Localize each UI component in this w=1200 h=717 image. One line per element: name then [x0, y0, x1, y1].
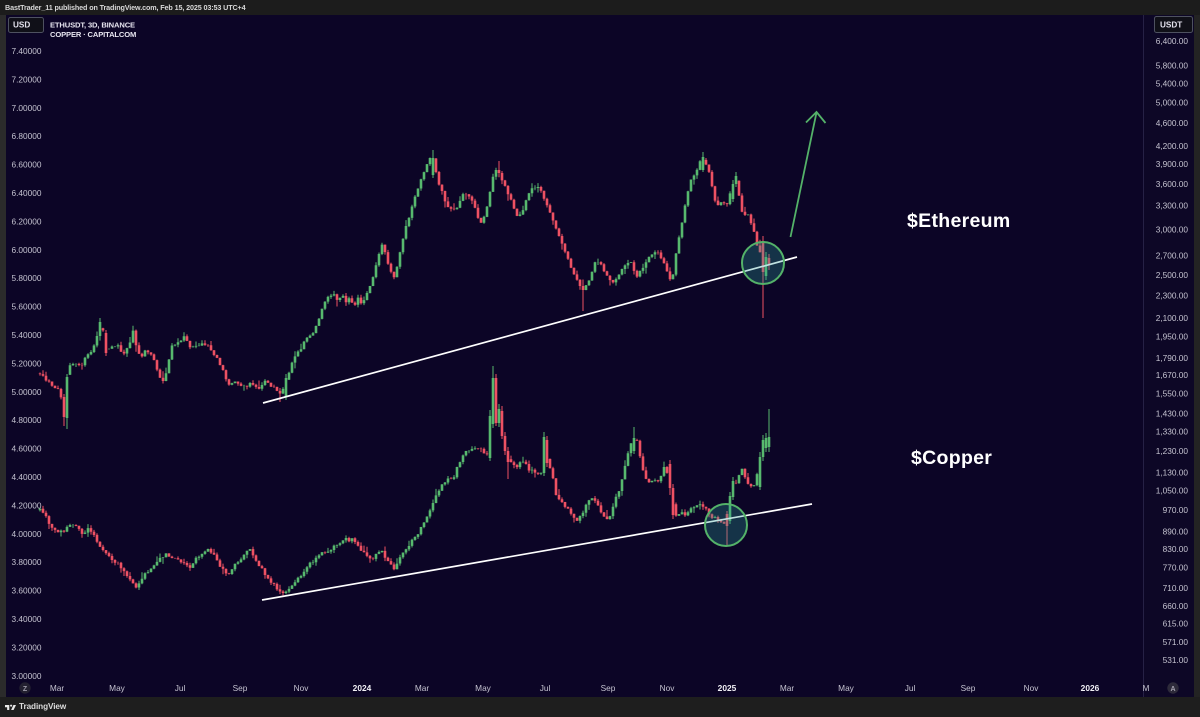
svg-text:Sep: Sep [601, 683, 616, 693]
svg-text:COPPER · CAPITALCOM: COPPER · CAPITALCOM [50, 30, 136, 39]
svg-text:5.60000: 5.60000 [12, 302, 42, 312]
svg-text:Jul: Jul [540, 683, 551, 693]
svg-text:Sep: Sep [961, 683, 976, 693]
svg-text:6.80000: 6.80000 [12, 131, 42, 141]
svg-text:2,100.00: 2,100.00 [1156, 313, 1189, 323]
svg-text:3,300.00: 3,300.00 [1156, 201, 1189, 211]
svg-text:May: May [475, 683, 492, 693]
svg-text:890.00: 890.00 [1163, 527, 1189, 537]
svg-text:5.00000: 5.00000 [12, 387, 42, 397]
svg-text:4.00000: 4.00000 [12, 529, 42, 539]
svg-text:M: M [1143, 683, 1150, 693]
svg-text:5.80000: 5.80000 [12, 273, 42, 283]
svg-text:2,500.00: 2,500.00 [1156, 270, 1189, 280]
svg-text:1,230.00: 1,230.00 [1156, 446, 1189, 456]
svg-text:1,430.00: 1,430.00 [1156, 409, 1189, 419]
svg-text:3.20000: 3.20000 [12, 642, 42, 652]
svg-text:3,600.00: 3,600.00 [1156, 179, 1189, 189]
svg-text:3.60000: 3.60000 [12, 586, 42, 596]
svg-text:4.20000: 4.20000 [12, 500, 42, 510]
svg-text:571.00: 571.00 [1163, 637, 1189, 647]
svg-text:2,300.00: 2,300.00 [1156, 291, 1189, 301]
svg-text:1,550.00: 1,550.00 [1156, 389, 1189, 399]
svg-text:531.00: 531.00 [1163, 655, 1189, 665]
svg-text:3,000.00: 3,000.00 [1156, 224, 1189, 234]
svg-text:770.00: 770.00 [1163, 563, 1189, 573]
svg-text:Mar: Mar [50, 683, 65, 693]
svg-text:1,130.00: 1,130.00 [1156, 467, 1189, 477]
svg-text:6.20000: 6.20000 [12, 216, 42, 226]
svg-text:5.40000: 5.40000 [12, 330, 42, 340]
svg-text:1,670.00: 1,670.00 [1156, 370, 1189, 380]
svg-text:5,000.00: 5,000.00 [1156, 97, 1189, 107]
svg-text:2026: 2026 [1081, 683, 1100, 693]
svg-text:Mar: Mar [780, 683, 795, 693]
svg-text:2024: 2024 [353, 683, 372, 693]
svg-text:4.60000: 4.60000 [12, 444, 42, 454]
svg-text:A: A [1170, 686, 1175, 693]
svg-text:5.20000: 5.20000 [12, 358, 42, 368]
svg-text:Mar: Mar [415, 683, 430, 693]
svg-text:6,400.00: 6,400.00 [1156, 36, 1189, 46]
svg-text:2,700.00: 2,700.00 [1156, 251, 1189, 261]
svg-text:1,050.00: 1,050.00 [1156, 486, 1189, 496]
svg-text:May: May [109, 683, 126, 693]
svg-text:3.80000: 3.80000 [12, 557, 42, 567]
svg-text:3.40000: 3.40000 [12, 614, 42, 624]
svg-text:6.00000: 6.00000 [12, 245, 42, 255]
svg-text:Nov: Nov [1024, 683, 1040, 693]
svg-text:Sep: Sep [233, 683, 248, 693]
svg-text:May: May [838, 683, 855, 693]
svg-text:6.40000: 6.40000 [12, 188, 42, 198]
svg-text:USD: USD [13, 21, 30, 30]
svg-text:USDT: USDT [1160, 21, 1182, 30]
svg-text:1,950.00: 1,950.00 [1156, 332, 1189, 342]
svg-text:4,600.00: 4,600.00 [1156, 118, 1189, 128]
svg-text:2025: 2025 [718, 683, 737, 693]
svg-text:5,400.00: 5,400.00 [1156, 78, 1189, 88]
svg-text:7.40000: 7.40000 [12, 46, 42, 56]
svg-text:830.00: 830.00 [1163, 544, 1189, 554]
svg-text:1,790.00: 1,790.00 [1156, 353, 1189, 363]
svg-text:5,800.00: 5,800.00 [1156, 61, 1189, 71]
svg-text:615.00: 615.00 [1163, 619, 1189, 629]
svg-text:710.00: 710.00 [1163, 583, 1189, 593]
svg-text:Jul: Jul [905, 683, 916, 693]
svg-text:$Ethereum: $Ethereum [907, 210, 1011, 232]
svg-text:Jul: Jul [175, 683, 186, 693]
svg-text:3.00000: 3.00000 [12, 671, 42, 681]
svg-text:660.00: 660.00 [1163, 601, 1189, 611]
svg-text:6.60000: 6.60000 [12, 160, 42, 170]
svg-text:4.40000: 4.40000 [12, 472, 42, 482]
svg-text:Nov: Nov [294, 683, 310, 693]
svg-text:Nov: Nov [660, 683, 676, 693]
svg-text:3,900.00: 3,900.00 [1156, 159, 1189, 169]
svg-text:4,200.00: 4,200.00 [1156, 141, 1189, 151]
svg-text:ETHUSDT, 3D, BINANCE: ETHUSDT, 3D, BINANCE [50, 21, 135, 30]
svg-text:4.80000: 4.80000 [12, 415, 42, 425]
svg-text:$Copper: $Copper [911, 447, 992, 469]
svg-text:Z: Z [23, 686, 28, 693]
svg-text:1,330.00: 1,330.00 [1156, 427, 1189, 437]
svg-text:7.00000: 7.00000 [12, 103, 42, 113]
svg-text:7.20000: 7.20000 [12, 74, 42, 84]
svg-text:970.00: 970.00 [1163, 505, 1189, 515]
